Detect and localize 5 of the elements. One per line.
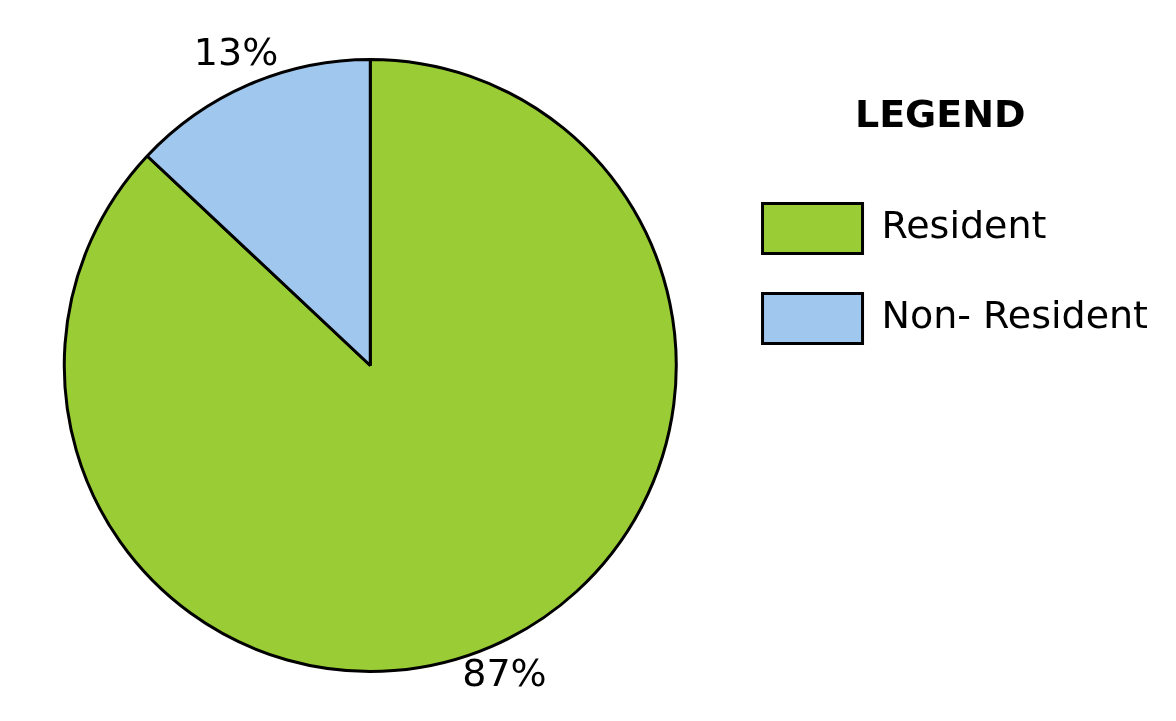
legend-label: Non- Resident: [881, 293, 1148, 338]
data-label: 13%: [193, 30, 279, 75]
legend-title: LEGEND: [854, 91, 1026, 136]
data-label: 87%: [462, 650, 547, 695]
legend-label: Resident: [881, 203, 1047, 248]
